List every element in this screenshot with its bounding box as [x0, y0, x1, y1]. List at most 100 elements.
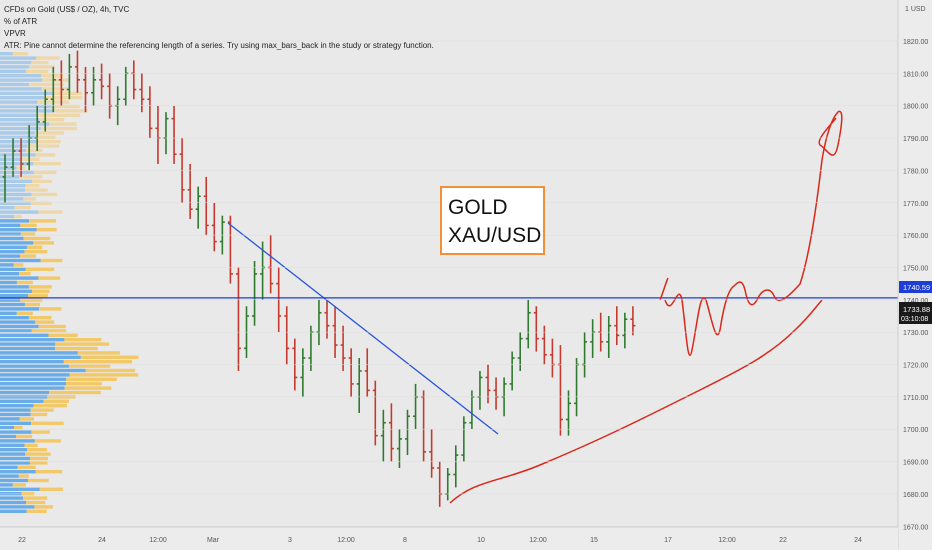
vp-bar-down — [30, 412, 48, 417]
vp-bar-up — [0, 474, 19, 478]
vp-bar-down — [23, 197, 36, 201]
vp-bar-down — [25, 452, 51, 456]
vp-bar-down — [24, 302, 41, 307]
vp-bar-down — [27, 448, 47, 452]
vp-bar-down — [16, 311, 33, 315]
vp-bar-up — [0, 386, 65, 390]
time-tick-label: 12:00 — [718, 537, 736, 544]
vp-bar-down — [20, 298, 43, 302]
hline-price-badge — [899, 281, 932, 293]
vp-bar-down — [18, 474, 29, 478]
time-tick-label: 8 — [403, 537, 407, 544]
vp-bar-down — [27, 478, 49, 483]
vp-bar-up — [0, 131, 35, 135]
hand-drawn-projection — [449, 110, 843, 504]
vp-bar-up — [0, 285, 29, 289]
vp-bar-up — [0, 122, 50, 126]
vp-bar-down — [24, 250, 48, 254]
vp-bar-down — [24, 188, 48, 192]
candle — [509, 351, 515, 391]
vp-bar-down — [28, 285, 52, 289]
candle — [284, 306, 290, 365]
vp-bar-up — [0, 461, 30, 465]
vp-bar-up — [0, 408, 31, 412]
candle — [405, 409, 410, 456]
vp-bar-down — [40, 126, 77, 131]
candle — [66, 53, 72, 100]
vp-bar-down — [26, 500, 46, 505]
vp-bar-up — [0, 206, 15, 210]
candle — [533, 306, 539, 352]
time-axis-panel — [0, 527, 898, 550]
vp-bar-up — [0, 430, 32, 434]
vp-bar-down — [18, 272, 31, 276]
candle — [42, 89, 48, 132]
candle — [147, 86, 153, 139]
vp-bar-down — [35, 135, 56, 139]
vp-bar-up — [0, 74, 41, 78]
vp-bar-down — [17, 465, 36, 469]
price-tick-label: 1700.00 — [903, 427, 928, 434]
gold-annotation-box[interactable]: GOLD XAU/USD — [440, 186, 545, 255]
candle — [171, 105, 177, 164]
vp-bar-down — [20, 157, 40, 161]
vp-bar-down — [20, 232, 36, 236]
vp-bar-down — [49, 122, 77, 126]
vp-bar-up — [0, 456, 31, 461]
price-tick-label: 1820.00 — [903, 39, 928, 46]
candle — [614, 306, 620, 346]
vp-bar-down — [20, 223, 37, 227]
currency-label: 1 USD — [905, 6, 926, 13]
vp-bar-up — [0, 210, 39, 214]
vp-bar-down — [19, 254, 36, 258]
vp-bar-up — [0, 228, 37, 232]
vp-bar-down — [27, 144, 60, 148]
candle — [211, 202, 217, 252]
vp-bar-up — [0, 236, 24, 241]
vp-bar-up — [0, 465, 18, 469]
trendline[interactable] — [227, 222, 499, 435]
candle — [606, 315, 612, 359]
vp-bar-up — [0, 78, 43, 82]
price-tick-label: 1750.00 — [903, 265, 928, 272]
vp-bar-up — [0, 478, 28, 483]
price-tick-label: 1730.00 — [903, 330, 928, 337]
vp-bar-up — [0, 232, 21, 236]
vp-bar-up — [0, 342, 56, 346]
vp-bar-up — [0, 65, 30, 69]
vp-bar-down — [85, 368, 136, 373]
candles — [2, 50, 636, 507]
vp-bar-up — [0, 324, 39, 329]
vp-bar-down — [16, 434, 33, 439]
vp-bar-up — [0, 373, 70, 377]
vp-bar-up — [0, 399, 44, 403]
vp-bar-up — [0, 421, 32, 425]
vp-bar-up — [0, 320, 36, 324]
candle — [99, 63, 105, 100]
vp-bar-up — [0, 52, 13, 56]
price-tick-label: 1680.00 — [903, 492, 928, 499]
vp-bar-up — [0, 487, 40, 491]
vp-bar-down — [19, 175, 43, 179]
vp-bar-up — [0, 289, 33, 293]
vp-bar-down — [40, 74, 64, 78]
vp-bar-up — [0, 223, 21, 227]
candle — [2, 154, 8, 203]
vp-bar-up — [0, 355, 81, 359]
vp-bar-up — [0, 417, 20, 421]
vp-bar-up — [0, 439, 35, 443]
vp-bar-up — [0, 254, 20, 258]
vp-bar-down — [39, 118, 65, 122]
price-tick-label: 1720.00 — [903, 363, 928, 370]
xauusd-label: XAU/USD — [448, 224, 542, 247]
vp-bar-down — [43, 96, 83, 100]
gold-label: GOLD — [448, 196, 508, 219]
vp-bar-up — [0, 153, 36, 157]
vp-bar-up — [0, 329, 32, 333]
candle — [83, 66, 88, 113]
vp-bar-down — [49, 390, 101, 395]
vp-bar-up — [0, 258, 41, 263]
vp-bar-up — [0, 276, 39, 280]
candle — [461, 416, 467, 462]
